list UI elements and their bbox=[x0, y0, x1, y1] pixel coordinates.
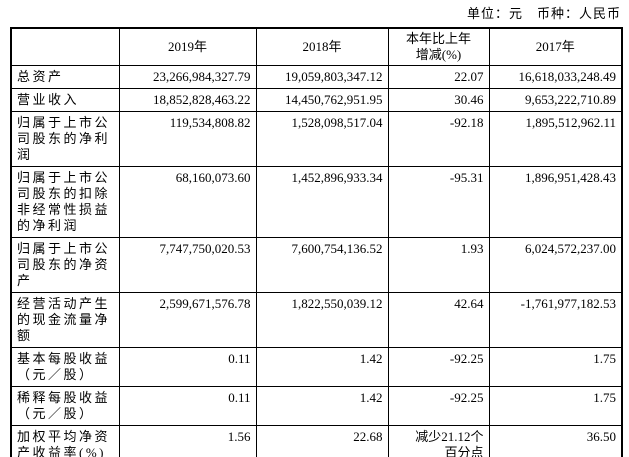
cell-change: -92.18 bbox=[387, 111, 490, 167]
row-label: 总资产 bbox=[10, 65, 120, 89]
cell-2019: 7,747,750,020.53 bbox=[118, 237, 257, 293]
cell-2017: 16,618,033,248.49 bbox=[488, 65, 623, 89]
table-row-operating-revenue: 营业收入 18,852,828,463.22 14,450,762,951.95… bbox=[10, 88, 623, 112]
column-header-2018: 2018年 bbox=[255, 27, 389, 66]
column-header-change: 本年比上年 增减(%) bbox=[387, 27, 490, 66]
table-row-net-profit: 归属于上市公司股东的净利润 119,534,808.82 1,528,098,5… bbox=[10, 111, 623, 167]
cell-2018: 1,452,896,933.34 bbox=[255, 166, 389, 238]
cell-change: -95.31 bbox=[387, 166, 490, 238]
row-label: 基本每股收益（元／股） bbox=[10, 347, 120, 387]
cell-2018: 19,059,803,347.12 bbox=[255, 65, 389, 89]
cell-change: 1.93 bbox=[387, 237, 490, 293]
cell-2018: 1.42 bbox=[255, 347, 389, 387]
cell-2018: 7,600,754,136.52 bbox=[255, 237, 389, 293]
cell-2019: 68,160,073.60 bbox=[118, 166, 257, 238]
row-label: 营业收入 bbox=[10, 88, 120, 112]
column-header-blank bbox=[10, 27, 120, 66]
cell-2019: 1.56 bbox=[118, 425, 257, 457]
unit-currency-label: 单位：元 币种：人民币 bbox=[466, 6, 621, 21]
cell-change: 30.46 bbox=[387, 88, 490, 112]
table-row-operating-cash-flow: 经营活动产生的现金流量净额 2,599,671,576.78 1,822,550… bbox=[10, 292, 623, 348]
cell-2017: 9,653,222,710.89 bbox=[488, 88, 623, 112]
column-header-2017: 2017年 bbox=[488, 27, 623, 66]
table-body: 总资产 23,266,984,327.79 19,059,803,347.12 … bbox=[10, 65, 623, 457]
cell-change: 减少21.12个 百分点 bbox=[387, 425, 490, 457]
cell-2018: 1,822,550,039.12 bbox=[255, 292, 389, 348]
table-row-net-assets: 归属于上市公司股东的净资产 7,747,750,020.53 7,600,754… bbox=[10, 237, 623, 293]
cell-2018: 22.68 bbox=[255, 425, 389, 457]
cell-change: -92.25 bbox=[387, 386, 490, 426]
cell-2019: 23,266,984,327.79 bbox=[118, 65, 257, 89]
cell-2017: 36.50 bbox=[488, 425, 623, 457]
cell-2019: 2,599,671,576.78 bbox=[118, 292, 257, 348]
cell-2017: 6,024,572,237.00 bbox=[488, 237, 623, 293]
table-row-weighted-avg-roe: 加权平均净资产收益率(%) 1.56 22.68 减少21.12个 百分点 36… bbox=[10, 425, 623, 457]
column-header-2019: 2019年 bbox=[118, 27, 257, 66]
cell-2017: 1.75 bbox=[488, 386, 623, 426]
row-label: 加权平均净资产收益率(%) bbox=[10, 425, 120, 457]
cell-2017: 1,896,951,428.43 bbox=[488, 166, 623, 238]
header-row: 2019年 2018年 本年比上年 增减(%) 2017年 bbox=[10, 27, 623, 66]
row-label: 经营活动产生的现金流量净额 bbox=[10, 292, 120, 348]
cell-2017: 1.75 bbox=[488, 347, 623, 387]
cell-2018: 14,450,762,951.95 bbox=[255, 88, 389, 112]
row-label: 归属于上市公司股东的净利润 bbox=[10, 111, 120, 167]
table-header: 2019年 2018年 本年比上年 增减(%) 2017年 bbox=[10, 27, 623, 66]
cell-2019: 0.11 bbox=[118, 347, 257, 387]
table-row-basic-eps: 基本每股收益（元／股） 0.11 1.42 -92.25 1.75 bbox=[10, 347, 623, 387]
cell-2017: 1,895,512,962.11 bbox=[488, 111, 623, 167]
cell-change: -92.25 bbox=[387, 347, 490, 387]
cell-2019: 119,534,808.82 bbox=[118, 111, 257, 167]
cell-2019: 18,852,828,463.22 bbox=[118, 88, 257, 112]
cell-2017: -1,761,977,182.53 bbox=[488, 292, 623, 348]
cell-2018: 1.42 bbox=[255, 386, 389, 426]
row-label: 归属于上市公司股东的净资产 bbox=[10, 237, 120, 293]
table-row-net-profit-excl-nonrecurring: 归属于上市公司股东的扣除非经常性损益的净利润 68,160,073.60 1,4… bbox=[10, 166, 623, 238]
row-label: 归属于上市公司股东的扣除非经常性损益的净利润 bbox=[10, 166, 120, 238]
cell-change: 22.07 bbox=[387, 65, 490, 89]
table-row-diluted-eps: 稀释每股收益（元／股） 0.11 1.42 -92.25 1.75 bbox=[10, 386, 623, 426]
cell-2019: 0.11 bbox=[118, 386, 257, 426]
cell-change: 42.64 bbox=[387, 292, 490, 348]
table-row-total-assets: 总资产 23,266,984,327.79 19,059,803,347.12 … bbox=[10, 65, 623, 89]
cell-2018: 1,528,098,517.04 bbox=[255, 111, 389, 167]
financial-summary-table: 2019年 2018年 本年比上年 增减(%) 2017年 总资产 23,266… bbox=[10, 27, 623, 457]
row-label: 稀释每股收益（元／股） bbox=[10, 386, 120, 426]
